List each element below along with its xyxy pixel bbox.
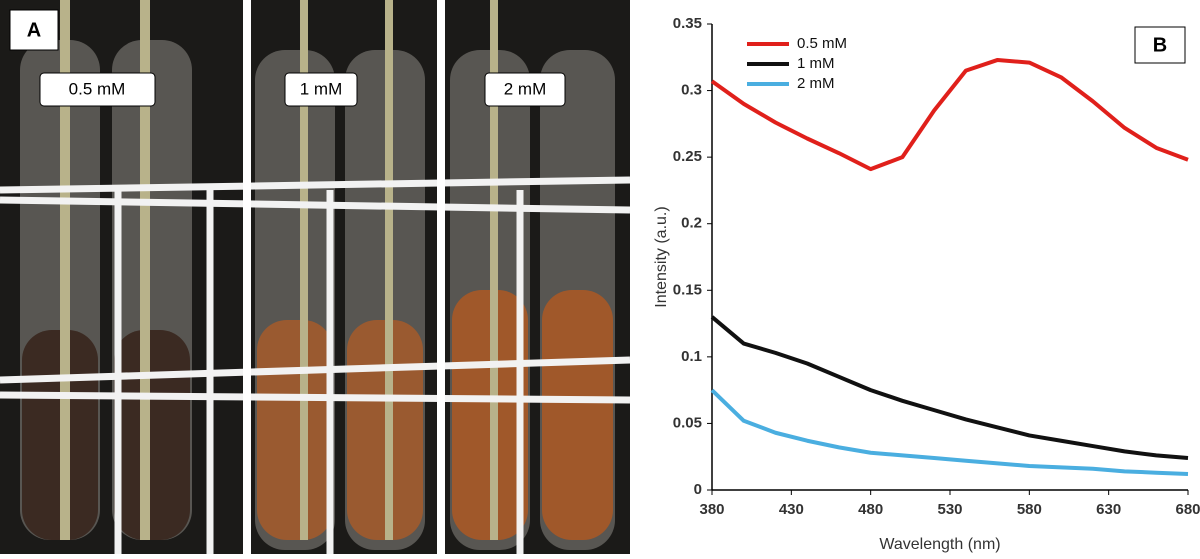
photo: A 0.5 mM 1 mM 2 mM [0,0,631,554]
tube-label: 0.5 mM [69,79,126,98]
y-tick-label: 0.2 [681,215,702,232]
legend-label: 0.5 mM [797,35,847,52]
y-tick-label: 0.35 [673,15,702,32]
y-tick-label: 0.05 [673,414,702,431]
y-tick-label: 0.15 [673,281,702,298]
x-tick-label: 430 [779,501,804,518]
series-line [710,57,1189,172]
tube-label: 2 mM [504,79,547,98]
x-tick-label: 630 [1096,501,1121,518]
panel-box [1134,26,1186,64]
x-tick-label: 480 [858,501,883,518]
x-tick-label: 530 [937,501,962,518]
tube-label: 1 mM [300,79,343,98]
y-axis-label: Intensity (a.u.) [653,206,670,307]
y-tick-label: 0.1 [681,348,702,365]
panel-label: A [27,19,41,41]
x-tick-label: 680 [1175,501,1200,518]
y-tick-label: 0 [694,481,702,498]
y-tick-label: 0.25 [673,148,702,165]
series-line [710,315,1189,461]
legend-label: 1 mM [797,55,835,72]
x-tick-label: 580 [1017,501,1042,518]
y-tick-label: 0.3 [681,82,702,99]
x-tick-label: 380 [699,501,724,518]
legend-label: 2 mM [797,75,835,92]
panel-label: B [1153,34,1167,56]
series-line [710,388,1189,477]
x-axis-label: Wavelength (nm) [879,536,1000,553]
